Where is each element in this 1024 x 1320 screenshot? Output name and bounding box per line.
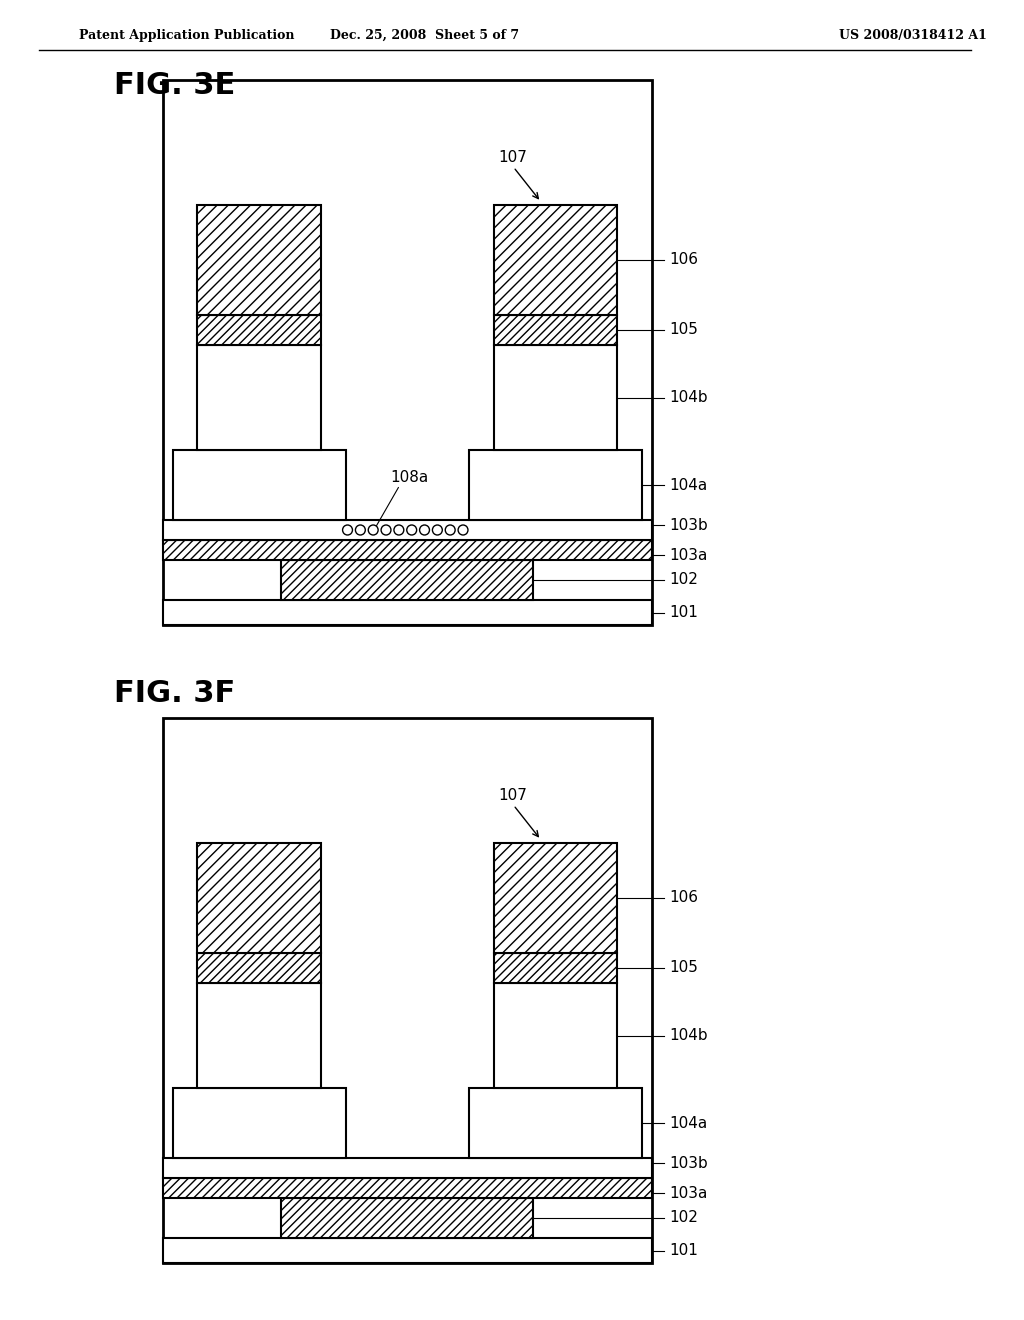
Text: 105: 105: [670, 322, 698, 338]
Text: 103b: 103b: [670, 1155, 709, 1171]
Bar: [163, 601, 651, 624]
Bar: [469, 1088, 642, 1158]
Bar: [494, 345, 617, 450]
Text: 108a: 108a: [390, 470, 428, 484]
Circle shape: [394, 525, 403, 535]
Bar: [282, 560, 534, 601]
Text: 101: 101: [670, 605, 698, 620]
Text: FIG. 3E: FIG. 3E: [114, 70, 234, 99]
Bar: [163, 520, 651, 540]
Bar: [173, 1088, 345, 1158]
Text: 103a: 103a: [670, 548, 708, 562]
Circle shape: [381, 525, 391, 535]
Text: 102: 102: [670, 1210, 698, 1225]
Bar: [163, 540, 651, 560]
Bar: [494, 983, 617, 1088]
Bar: [494, 953, 617, 983]
Text: Dec. 25, 2008  Sheet 5 of 7: Dec. 25, 2008 Sheet 5 of 7: [330, 29, 519, 41]
Text: 103a: 103a: [670, 1185, 708, 1200]
Text: 106: 106: [670, 252, 698, 268]
Text: 101: 101: [670, 1243, 698, 1258]
Bar: [494, 843, 617, 953]
Bar: [163, 81, 651, 624]
Bar: [163, 1158, 651, 1177]
Circle shape: [355, 525, 366, 535]
Text: 107: 107: [499, 150, 527, 165]
Circle shape: [432, 525, 442, 535]
Bar: [198, 315, 321, 345]
Bar: [198, 843, 321, 953]
Bar: [173, 450, 345, 520]
Bar: [469, 450, 642, 520]
Circle shape: [420, 525, 429, 535]
Bar: [282, 1199, 534, 1238]
Bar: [163, 1238, 651, 1263]
Bar: [163, 718, 651, 1263]
Text: 104a: 104a: [670, 478, 708, 492]
Text: 102: 102: [670, 573, 698, 587]
Bar: [198, 983, 321, 1088]
Bar: [198, 953, 321, 983]
Text: US 2008/0318412 A1: US 2008/0318412 A1: [840, 29, 987, 41]
Text: 104b: 104b: [670, 389, 708, 405]
Circle shape: [407, 525, 417, 535]
Text: Patent Application Publication: Patent Application Publication: [79, 29, 295, 41]
Circle shape: [343, 525, 352, 535]
Bar: [198, 205, 321, 315]
Bar: [163, 1177, 651, 1199]
Circle shape: [369, 525, 378, 535]
Text: 104a: 104a: [670, 1115, 708, 1130]
Bar: [198, 345, 321, 450]
Circle shape: [458, 525, 468, 535]
Text: 104b: 104b: [670, 1028, 708, 1043]
Bar: [494, 205, 617, 315]
Text: 107: 107: [499, 788, 527, 804]
Circle shape: [445, 525, 455, 535]
Text: FIG. 3F: FIG. 3F: [114, 678, 234, 708]
Text: 103b: 103b: [670, 517, 709, 532]
Bar: [494, 315, 617, 345]
Text: 105: 105: [670, 961, 698, 975]
Text: 106: 106: [670, 891, 698, 906]
